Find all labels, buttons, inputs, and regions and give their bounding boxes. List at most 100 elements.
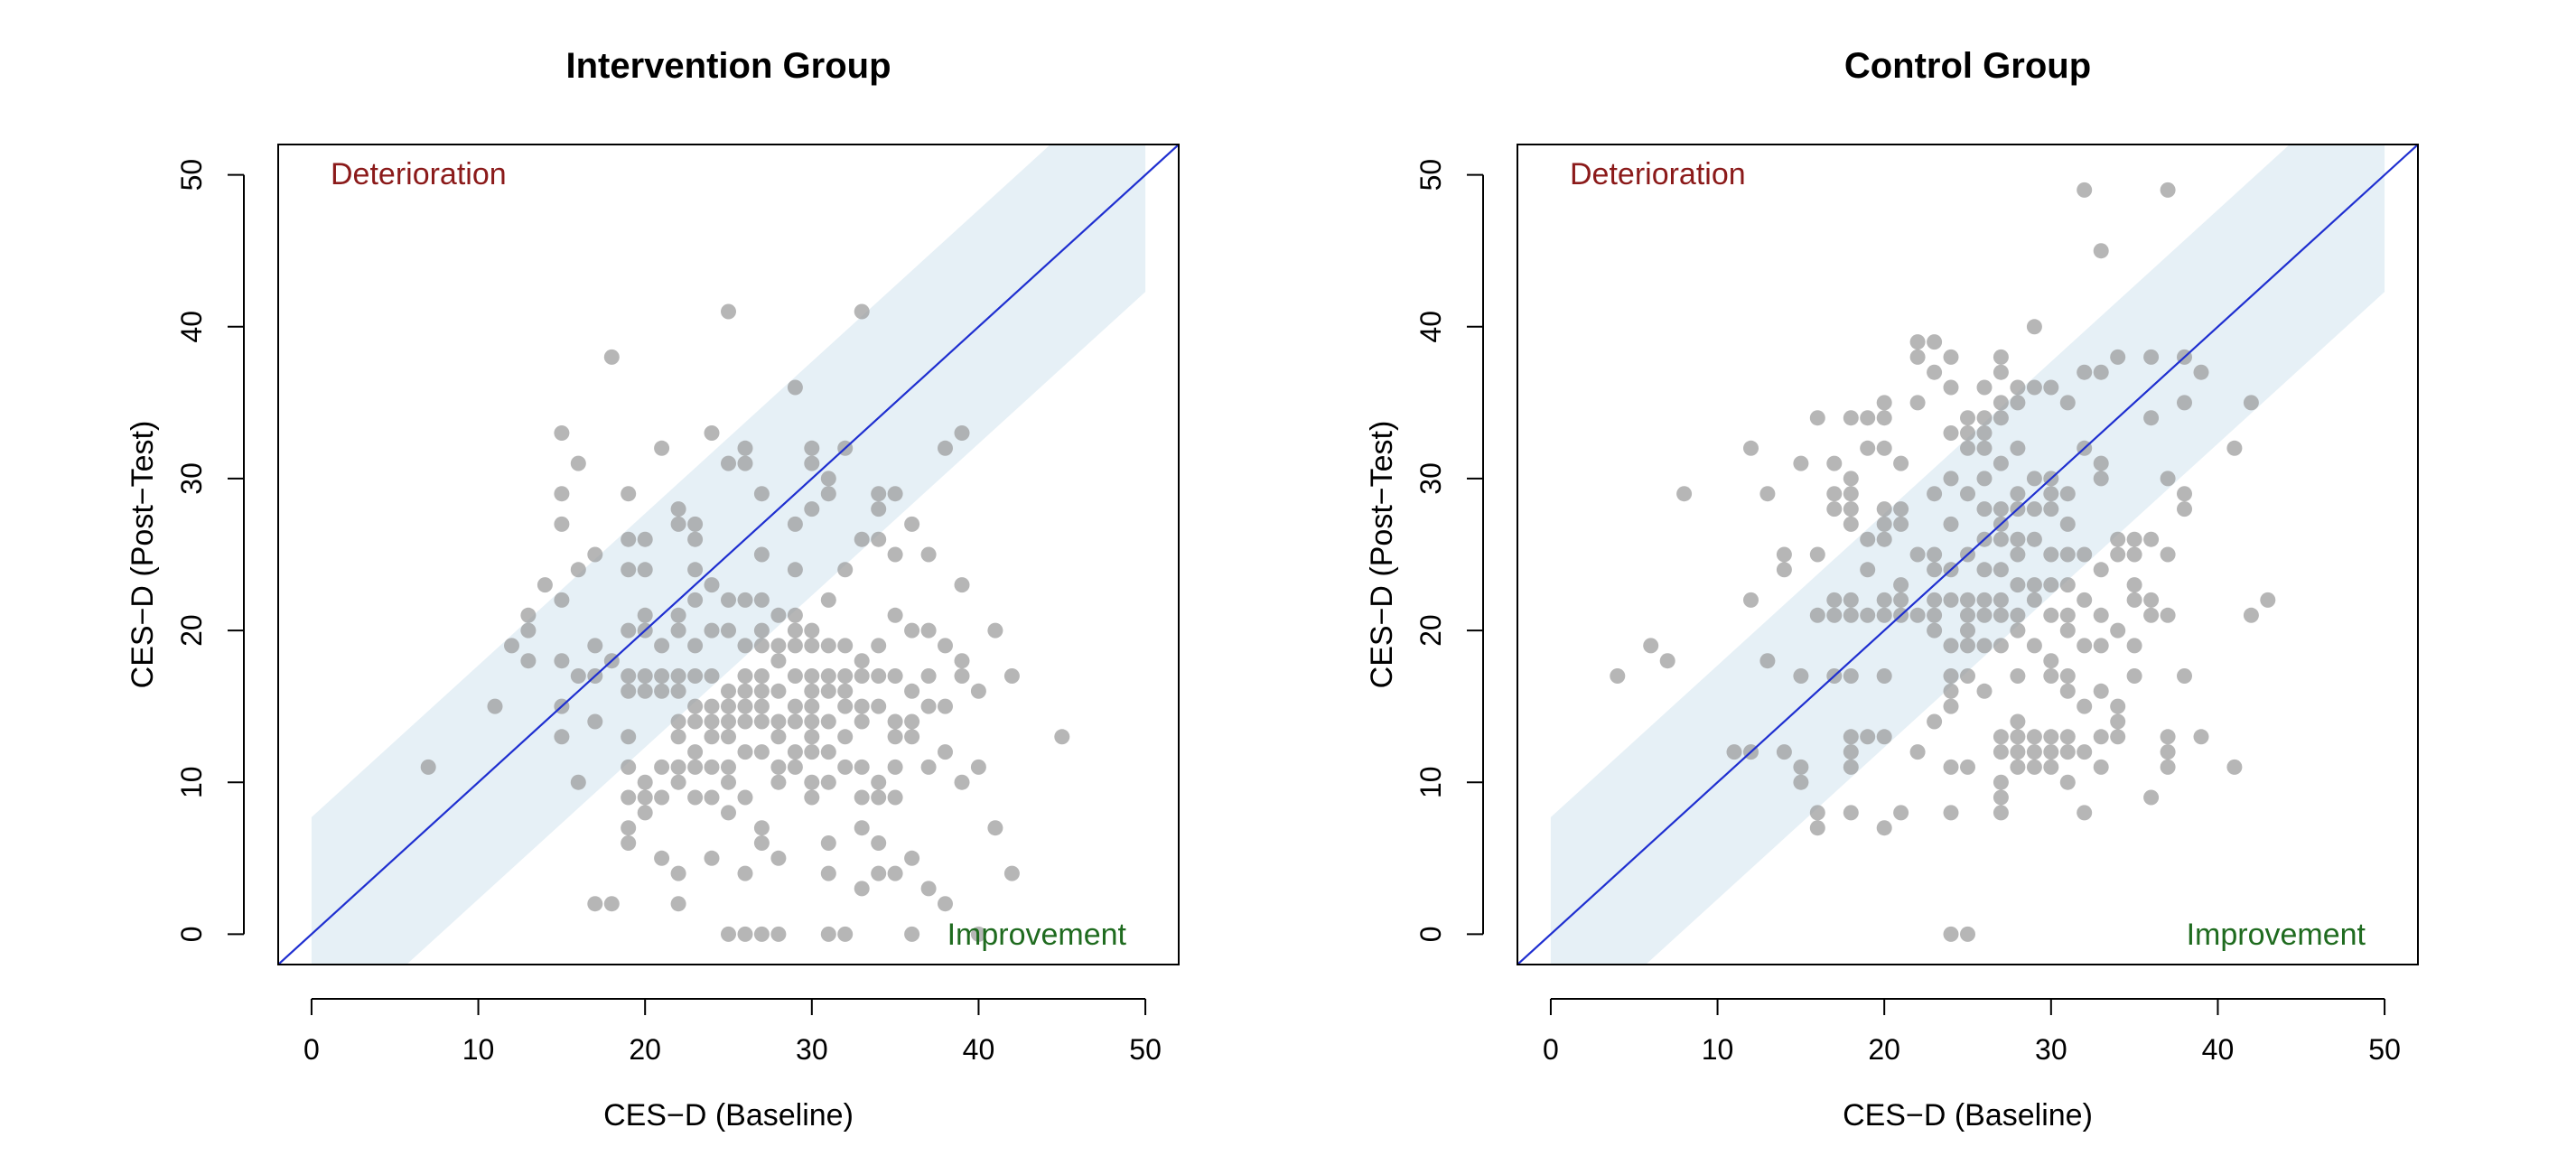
data-point <box>2126 668 2142 684</box>
data-point <box>1960 759 1975 775</box>
data-point <box>2026 319 2042 335</box>
data-point <box>2026 638 2042 654</box>
data-point <box>787 744 803 760</box>
data-point <box>570 562 586 578</box>
data-point <box>2177 395 2192 411</box>
data-point <box>1943 592 1959 608</box>
data-point <box>920 881 937 897</box>
data-point <box>770 759 787 775</box>
data-point <box>2126 577 2142 593</box>
data-point <box>1960 425 1975 441</box>
y-tick-label: 0 <box>1414 926 1447 942</box>
data-point <box>654 850 670 866</box>
data-point <box>1826 592 1843 608</box>
data-point <box>2093 638 2109 654</box>
data-point <box>2077 592 2093 608</box>
data-point <box>970 759 986 775</box>
data-point <box>2160 607 2176 623</box>
data-point <box>2043 577 2059 593</box>
data-point <box>753 698 770 714</box>
data-point <box>2026 471 2042 487</box>
data-point <box>837 926 854 942</box>
data-point <box>1960 486 1975 502</box>
data-point <box>654 638 670 654</box>
data-point <box>2243 607 2259 623</box>
data-point <box>854 668 870 684</box>
data-point <box>670 622 686 639</box>
data-point <box>637 789 653 806</box>
data-point <box>1993 395 2009 411</box>
data-point <box>854 303 870 320</box>
y-tick-label: 40 <box>175 311 208 343</box>
data-point <box>804 744 820 760</box>
data-point <box>687 744 704 760</box>
data-point <box>1927 713 1943 730</box>
identity-line <box>278 144 1179 965</box>
data-point <box>820 774 836 790</box>
data-point <box>2010 395 2026 411</box>
data-point <box>1809 805 1825 821</box>
data-point <box>820 486 836 502</box>
data-point <box>704 789 720 806</box>
data-point <box>1876 531 1892 547</box>
data-point <box>804 455 820 471</box>
data-point <box>670 759 686 775</box>
data-point <box>621 668 637 684</box>
data-point <box>804 622 820 639</box>
data-point <box>753 820 770 836</box>
data-point <box>737 440 753 456</box>
data-point <box>737 638 753 654</box>
data-point <box>1960 622 1975 639</box>
data-point <box>637 607 653 623</box>
deterioration-label: Deterioration <box>1570 157 1746 191</box>
data-point <box>753 622 770 639</box>
data-point <box>1876 729 1892 745</box>
data-point <box>753 835 770 851</box>
data-point <box>938 896 953 912</box>
data-point <box>820 638 836 654</box>
data-point <box>1893 592 1909 608</box>
data-point <box>904 516 920 532</box>
data-point <box>2126 546 2142 563</box>
data-point <box>887 607 903 623</box>
data-point <box>804 683 820 699</box>
data-point <box>1826 455 1843 471</box>
data-point <box>1643 638 1659 654</box>
data-point <box>721 774 736 790</box>
data-point <box>2077 698 2093 714</box>
data-point <box>2043 501 2059 517</box>
data-point <box>2110 622 2126 639</box>
data-point <box>804 713 820 730</box>
data-point <box>1976 638 1993 654</box>
data-point <box>920 698 937 714</box>
data-point <box>904 850 920 866</box>
data-point <box>1893 455 1909 471</box>
data-point <box>537 577 553 593</box>
data-point <box>520 622 537 639</box>
data-point <box>2177 501 2192 517</box>
data-point <box>904 683 920 699</box>
data-point <box>670 774 686 790</box>
data-point <box>2026 729 2042 745</box>
data-point <box>1909 546 1926 563</box>
data-point <box>554 729 570 745</box>
data-point <box>637 683 653 699</box>
data-point <box>837 683 854 699</box>
data-point <box>721 759 736 775</box>
data-point <box>2143 607 2160 623</box>
data-point <box>1993 501 2009 517</box>
data-point <box>554 486 570 502</box>
data-point <box>1976 607 1993 623</box>
data-point <box>1743 440 1759 456</box>
data-point <box>687 531 704 547</box>
data-point <box>887 789 903 806</box>
data-point <box>554 425 570 441</box>
data-point <box>753 744 770 760</box>
data-point <box>2043 744 2059 760</box>
y-tick-label: 30 <box>175 462 208 495</box>
data-point <box>2110 713 2126 730</box>
data-point <box>670 501 686 517</box>
data-point <box>520 653 537 669</box>
data-point <box>1893 577 1909 593</box>
data-point <box>2043 759 2059 775</box>
